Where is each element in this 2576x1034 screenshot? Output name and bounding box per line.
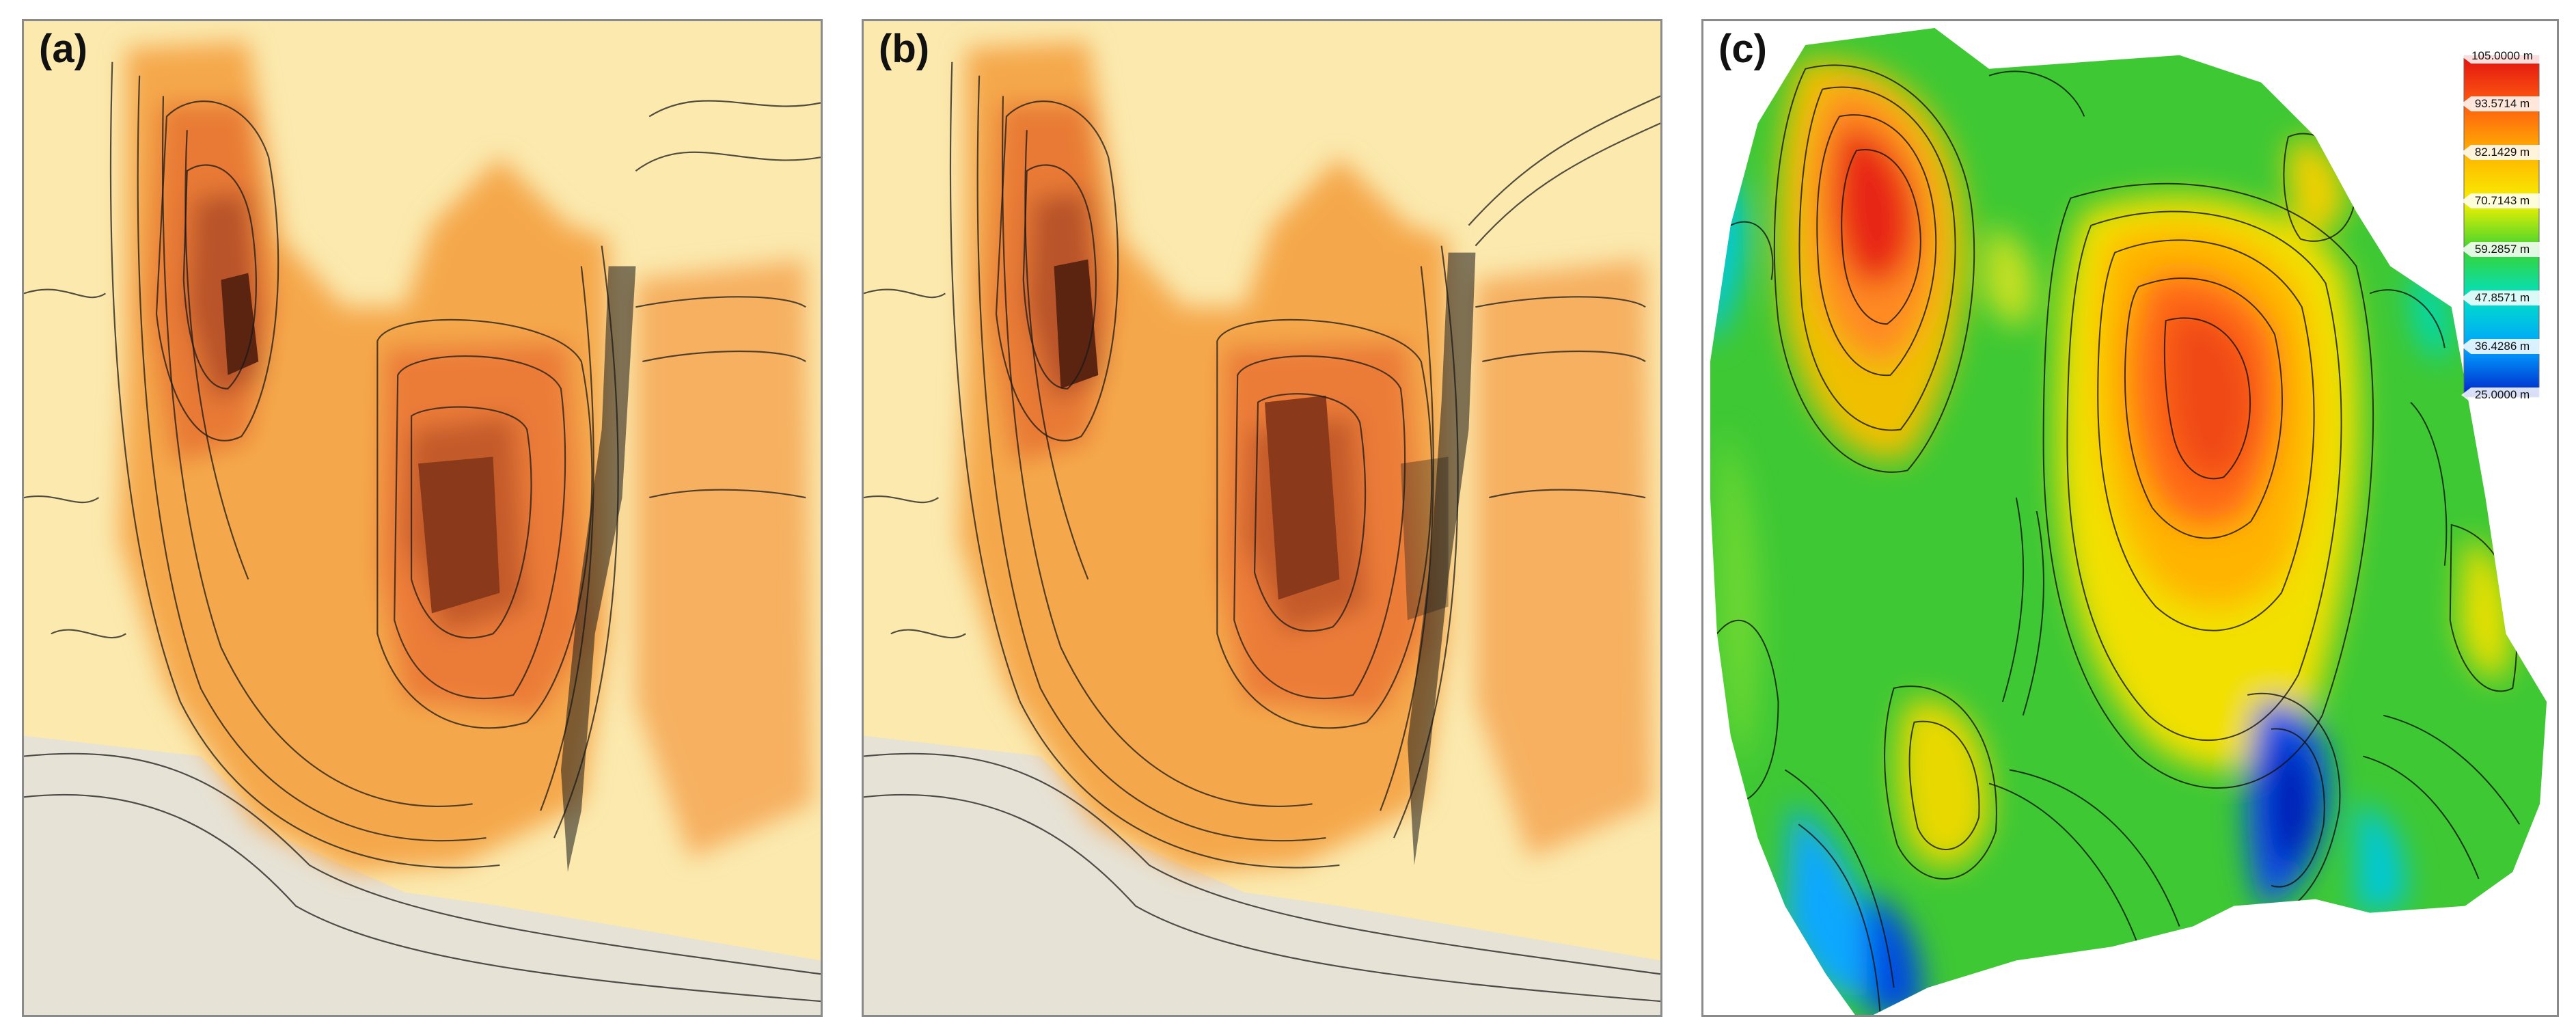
elevation-color-legend: 105.0000 m 93.5714 m 82.1429 m 70.7143 m… — [2456, 49, 2545, 404]
legend-tick-47: 47.8571 m — [2461, 290, 2543, 305]
legend-tick-36: 36.4286 m — [2461, 339, 2543, 354]
panel-label-c: (c) — [1718, 27, 1767, 71]
elevation-map-b — [864, 21, 1660, 1015]
panel-label-a: (a) — [39, 27, 87, 71]
panel-label-b: (b) — [879, 27, 930, 71]
panel-a: (a) — [22, 19, 823, 1017]
elevation-map-a — [24, 21, 821, 1015]
panel-b: (b) — [862, 19, 1662, 1017]
legend-tick-70: 70.7143 m — [2461, 193, 2543, 208]
panel-c: (c) — [1701, 19, 2559, 1017]
legend-tick-82: 82.1429 m — [2461, 145, 2543, 160]
elevation-map-c — [1710, 27, 2547, 1015]
legend-tick-105: 105.0000 m — [2461, 49, 2543, 64]
legend-tick-59: 59.2857 m — [2461, 242, 2543, 257]
legend-tick-93: 93.5714 m — [2461, 96, 2543, 111]
legend-tick-25: 25.0000 m — [2461, 387, 2543, 403]
